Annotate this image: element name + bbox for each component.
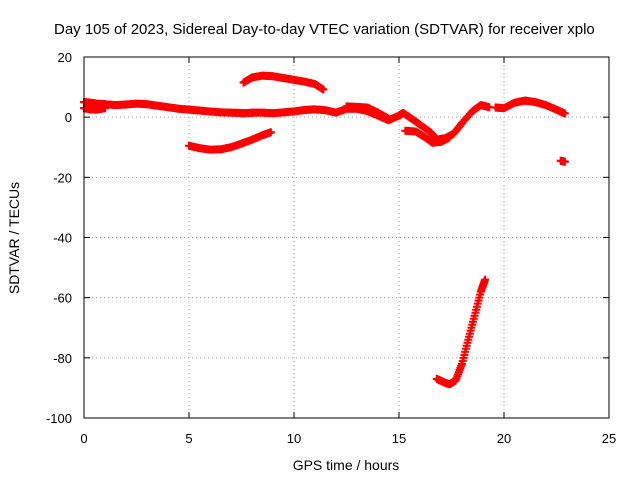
series-arc-4 [237,101,494,144]
series-arc-2 [185,128,275,154]
x-tick-label: 20 [497,431,511,446]
x-tick-label: 25 [602,431,616,446]
data-point [384,114,393,123]
y-tick-label: -60 [53,291,72,306]
x-tick-label: 15 [392,431,406,446]
y-tick-label: 0 [65,110,72,125]
data-point [481,275,490,284]
x-tick-label: 10 [287,431,301,446]
series-arc-8 [432,275,490,389]
x-tick-label: 0 [80,431,87,446]
data-point [560,109,569,118]
y-tick-label: 20 [58,50,72,65]
y-tick-label: -100 [46,411,72,426]
series-arc-1 [80,98,256,117]
data-point [319,85,328,94]
series-arc-7 [556,156,569,166]
y-tick-label: -20 [53,170,72,185]
series-arc-3 [239,71,328,94]
y-tick-label: -40 [53,231,72,246]
x-axis-label: GPS time / hours [293,457,400,473]
x-tick-label: 5 [185,431,192,446]
chart-title: Day 105 of 2023, Sidereal Day-to-day VTE… [54,21,595,38]
series-arc-6 [491,96,569,118]
y-axis-label: SDTVAR / TECUs [6,182,22,294]
data-point [266,128,275,137]
y-tick-label: -80 [53,351,72,366]
data-point [101,104,109,113]
data-points [80,71,569,389]
data-point [560,157,569,166]
tick-labels: 0 5 10 15 20 25 -100 -80 -60 -40 -20 0 20 [46,50,616,446]
series-arc-5 [401,126,454,147]
data-point [445,133,454,142]
series-arc-4b [342,102,393,123]
